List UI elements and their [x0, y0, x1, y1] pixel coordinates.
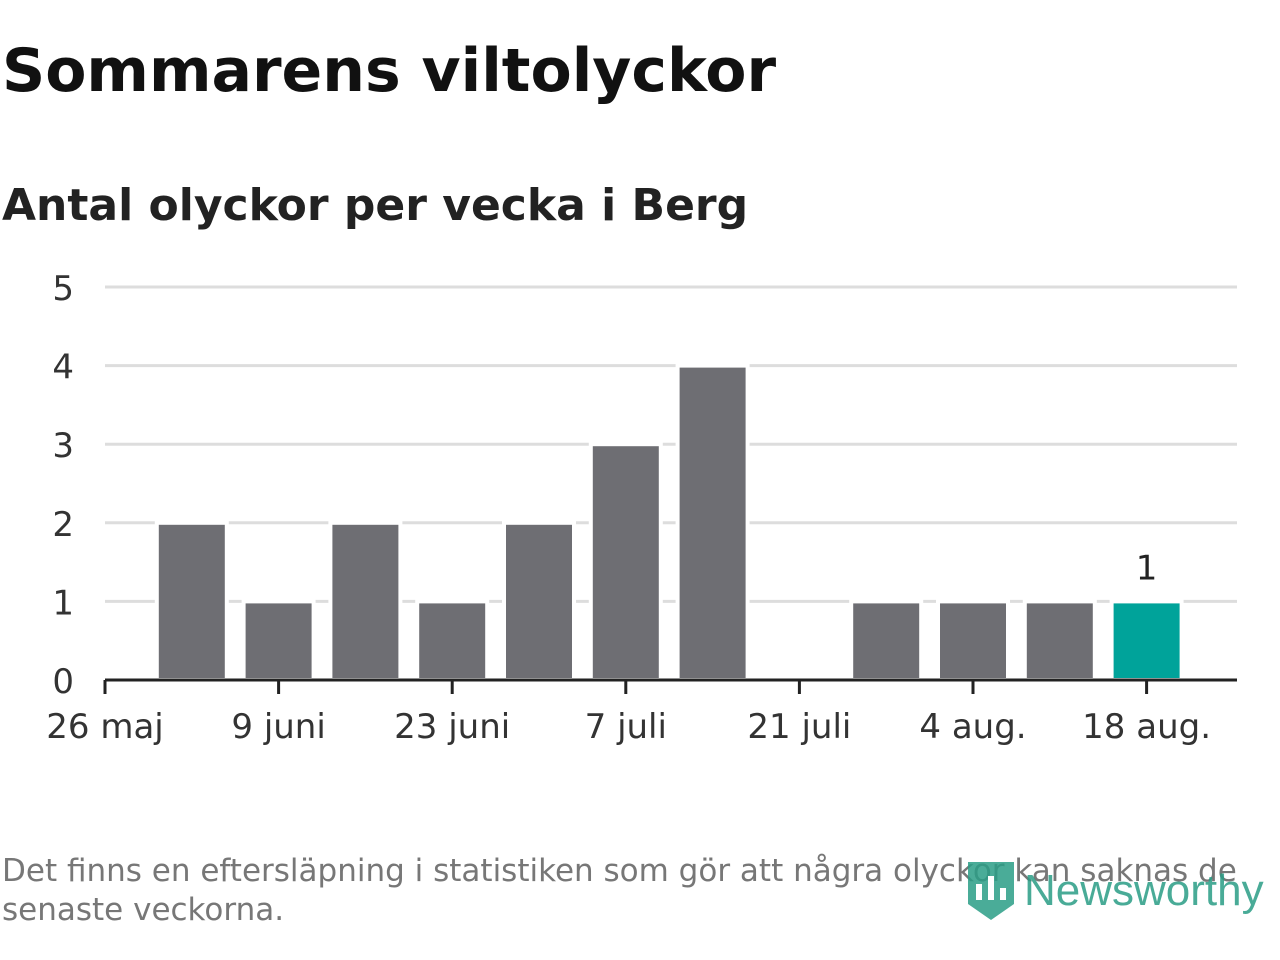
y-tick-label: 5	[52, 269, 74, 309]
x-tick-label: 7 juli	[585, 707, 667, 747]
x-tick-label: 4 aug.	[919, 707, 1026, 747]
footnote: Det finns en eftersläpning i statistiken…	[2, 853, 1237, 928]
bar	[502, 520, 576, 682]
bar-chart: 0 1 2 3 4 5 26 maj 9 juni 23 juni 7 juli 21 juli 4…	[46, 269, 1237, 747]
chart-subtitle: Antal olyckor per vecka i Berg	[2, 180, 749, 231]
data-label: 1	[1136, 548, 1158, 588]
y-tick-label: 1	[52, 583, 74, 623]
y-axis-ticks: 0 1 2 3 4 5	[52, 269, 74, 702]
bar	[241, 599, 316, 683]
y-tick-label: 3	[52, 426, 74, 466]
bar	[154, 520, 229, 682]
logo-text: Newsworthy	[1024, 866, 1264, 915]
grid-lines	[105, 285, 1237, 603]
y-tick-label: 2	[52, 505, 74, 545]
newsworthy-bar-icon	[968, 862, 1014, 920]
chart-title: Sommarens viltolyckor	[2, 36, 777, 106]
x-tick-label: 23 juni	[394, 707, 510, 747]
bar	[415, 599, 490, 683]
x-tick-label: 21 juli	[747, 707, 851, 747]
data-labels: 1	[1136, 548, 1158, 588]
newsworthy-logo: Newsworthy	[964, 858, 1264, 924]
x-tick-label: 18 aug.	[1082, 707, 1211, 747]
x-tick-label: 9 juni	[231, 707, 325, 747]
highlighted-bar	[1109, 599, 1184, 683]
bar	[328, 520, 403, 682]
x-tick-label: 26 maj	[46, 707, 163, 747]
bar	[588, 442, 663, 683]
x-axis: 26 maj 9 juni 23 juni 7 juli 21 juli 4 aug. 18…	[46, 678, 1237, 747]
bar	[675, 363, 750, 682]
bar	[936, 599, 1010, 683]
bars	[154, 363, 1184, 683]
y-tick-label: 0	[52, 662, 74, 702]
y-tick-label: 4	[52, 348, 74, 388]
bar	[1022, 599, 1097, 683]
bar	[849, 599, 924, 683]
